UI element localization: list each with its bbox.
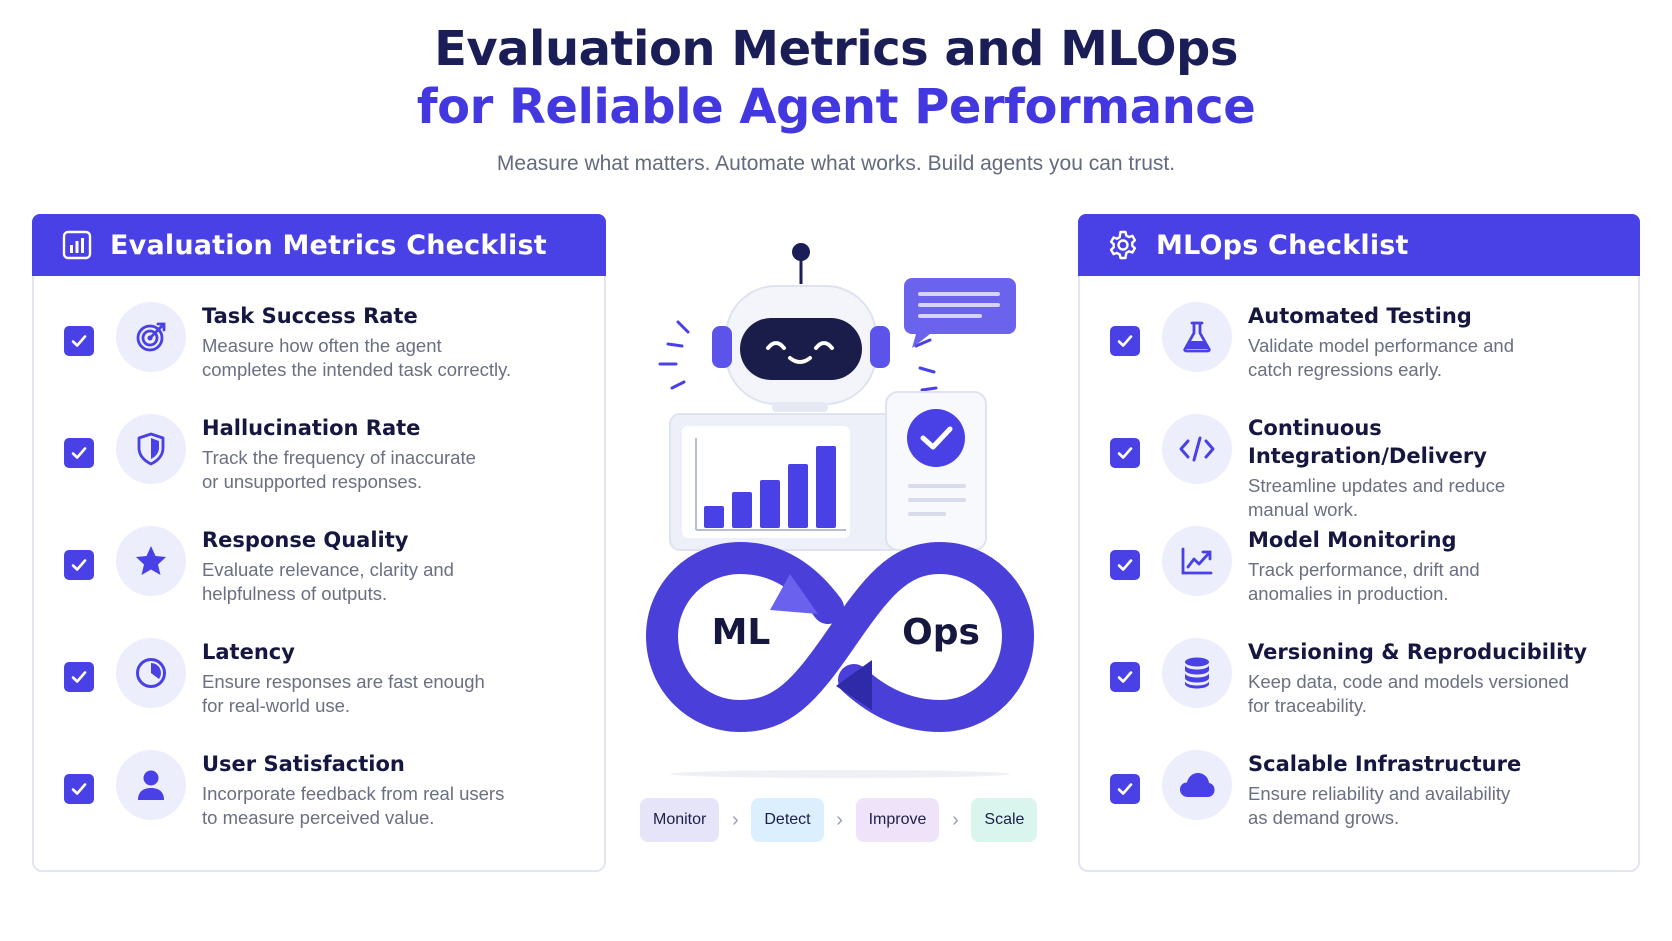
shield-icon <box>116 414 186 484</box>
item-description: Ensure responses are fast enough for real… <box>202 671 485 716</box>
gear-icon <box>1106 228 1140 262</box>
code-icon <box>1162 414 1232 484</box>
item-title: Model Monitoring <box>1248 528 1457 552</box>
item-description: Keep data, code and models versioned for … <box>1248 671 1569 716</box>
chevron-right-icon: › <box>952 808 959 831</box>
line-chart-icon <box>1162 526 1232 596</box>
bar-chart-icon <box>60 228 94 262</box>
mlops-illustration: ML Ops <box>640 240 1040 860</box>
item-description: Incorporate feedback from real users to m… <box>202 783 505 828</box>
checklist-item-latency[interactable]: Latency Ensure responses are fast enough f… <box>34 632 604 732</box>
target-icon <box>116 302 186 372</box>
checklist-item-automated-testing[interactable]: Automated Testing Validate model performa… <box>1080 296 1638 396</box>
checkbox-checked[interactable] <box>1110 550 1140 580</box>
checkbox-checked[interactable] <box>64 438 94 468</box>
checklist-item-ci-cd[interactable]: Continuous Integration/Delivery Streamlin… <box>1080 408 1638 520</box>
page-subtitle: Measure what matters. Automate what work… <box>496 152 1176 175</box>
item-description: Validate model performance and catch regr… <box>1248 335 1515 380</box>
item-title: Continuous Integration/Delivery <box>1248 416 1487 468</box>
pipeline-step-monitor: Monitor <box>640 798 720 842</box>
page-header: Evaluation Metrics and MLOps for Reliabl… <box>0 20 1672 176</box>
page-title: Evaluation Metrics and MLOps for Reliabl… <box>0 20 1672 136</box>
item-description: Streamline updates and reduce manual work… <box>1248 475 1506 520</box>
checklist-item-user-satisfaction[interactable]: User Satisfaction Incorporate feedback fr… <box>34 744 604 844</box>
title-line-1: Evaluation Metrics and MLOps <box>434 21 1238 77</box>
checkbox-checked[interactable] <box>1110 662 1140 692</box>
evaluation-metrics-title: Evaluation Metrics Checklist <box>110 229 547 261</box>
star-icon <box>116 526 186 596</box>
checkbox-checked[interactable] <box>64 774 94 804</box>
item-description: Measure how often the agent completes the… <box>202 335 512 380</box>
item-title: Scalable Infrastructure <box>1248 752 1522 776</box>
mlops-panel: MLOps Checklist Automated Testing Validat… <box>1078 214 1640 872</box>
checkbox-checked[interactable] <box>64 662 94 692</box>
checklist-item-model-monitoring[interactable]: Model Monitoring Track performance, drift… <box>1080 520 1638 620</box>
loop-label-ml: ML <box>711 612 771 653</box>
item-title: Latency <box>202 640 295 664</box>
chevron-right-icon: › <box>732 808 739 831</box>
chevron-right-icon: › <box>836 808 843 831</box>
evaluation-metrics-panel: Evaluation Metrics Checklist Task Succes… <box>32 214 606 872</box>
checklist-item-scalable-infrastructure[interactable]: Scalable Infrastructure Ensure reliabilit… <box>1080 744 1638 844</box>
checklist-item-versioning[interactable]: Versioning & Reproducibility Keep data, c… <box>1080 632 1638 732</box>
clock-icon <box>116 638 186 708</box>
checkbox-checked[interactable] <box>1110 774 1140 804</box>
pipeline-step-scale: Scale <box>971 798 1038 842</box>
item-description: Evaluate relevance, clarity and helpfulne… <box>202 559 454 604</box>
evaluation-metrics-header: Evaluation Metrics Checklist <box>32 214 606 276</box>
title-line-2: for Reliable Agent Performance <box>416 79 1256 135</box>
flask-icon <box>1162 302 1232 372</box>
item-title: User Satisfaction <box>202 752 405 776</box>
checkbox-checked[interactable] <box>64 550 94 580</box>
checklist-item-hallucination[interactable]: Hallucination Rate Track the frequency of… <box>34 408 604 508</box>
item-title: Response Quality <box>202 528 409 552</box>
checkbox-checked[interactable] <box>1110 438 1140 468</box>
cloud-icon <box>1162 750 1232 820</box>
mlops-title: MLOps Checklist <box>1156 229 1409 261</box>
checklist-item-task-success[interactable]: Task Success Rate Measure how often the a… <box>34 296 604 396</box>
checkbox-checked[interactable] <box>64 326 94 356</box>
pipeline-steps: Monitor › Detect › Improve › Scale <box>640 798 1050 842</box>
checklist-item-response-quality[interactable]: Response Quality Evaluate relevance, clar… <box>34 520 604 620</box>
robot-dashboard-illustration <box>645 243 1035 778</box>
user-icon <box>116 750 186 820</box>
item-description: Track the frequency of inaccurate or unsu… <box>202 447 476 492</box>
item-description: Ensure reliability and availability as de… <box>1248 783 1511 828</box>
pipeline-step-detect: Detect <box>751 798 824 842</box>
item-title: Versioning & Reproducibility <box>1248 640 1588 664</box>
checkbox-checked[interactable] <box>1110 326 1140 356</box>
mlops-header: MLOps Checklist <box>1078 214 1640 276</box>
item-title: Hallucination Rate <box>202 416 421 440</box>
database-icon <box>1162 638 1232 708</box>
pipeline-step-improve: Improve <box>855 798 940 842</box>
loop-label-ops: Ops <box>902 612 980 653</box>
item-title: Task Success Rate <box>202 304 418 328</box>
item-description: Track performance, drift and anomalies in… <box>1248 559 1480 604</box>
item-title: Automated Testing <box>1248 304 1472 328</box>
